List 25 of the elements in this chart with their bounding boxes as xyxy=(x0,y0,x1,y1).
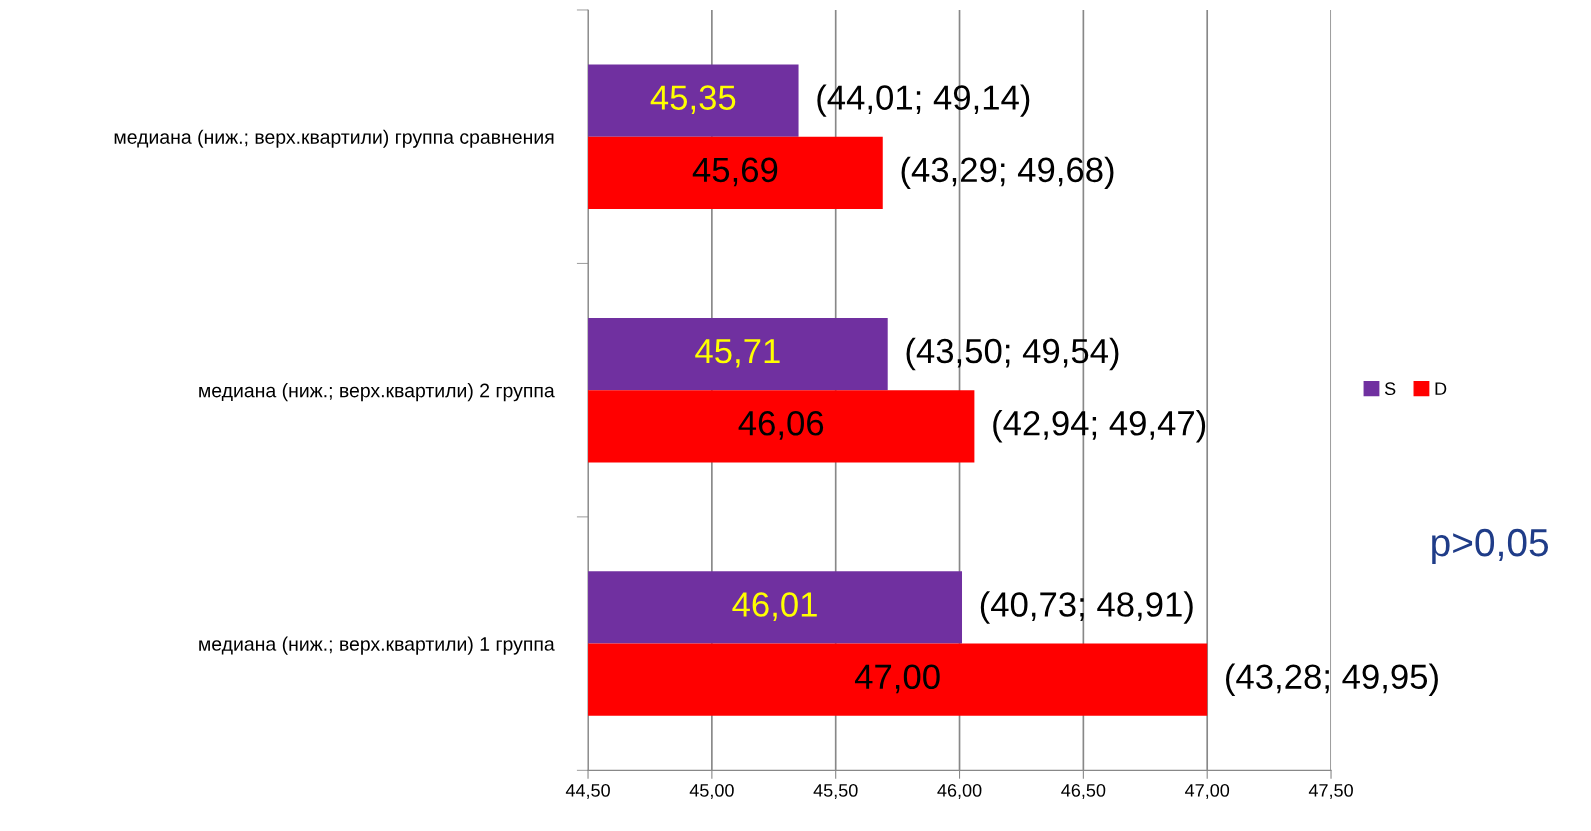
data-label: 45,71 xyxy=(695,339,780,368)
annotation: (43,29; 49,68) xyxy=(901,156,1114,189)
annotation: (42,94; 49,47) xyxy=(993,410,1206,443)
annotation: (43,50; 49,54) xyxy=(906,337,1119,371)
x-tick-label: 47,00 xyxy=(1185,784,1230,799)
text: p>0,05 xyxy=(1432,528,1549,565)
annotation: (40,73; 48,91) xyxy=(980,591,1193,624)
x-tick-label: 46,50 xyxy=(1061,784,1106,799)
x-tick-label: 47,50 xyxy=(1308,784,1353,799)
data-label: 46,06 xyxy=(738,411,824,440)
x-tick-label: 45,00 xyxy=(689,784,734,799)
x-tick-label: 44,50 xyxy=(565,784,610,799)
data-label: 47,00 xyxy=(854,664,940,694)
legend-label: S xyxy=(1384,382,1396,396)
annotation: (44,01; 49,14) xyxy=(817,84,1030,117)
annotation: (43,28; 49,95) xyxy=(1226,663,1438,696)
data-label: 45,35 xyxy=(650,85,736,114)
legend-label: D xyxy=(1435,382,1447,395)
x-tick-label: 46,00 xyxy=(937,784,982,799)
y-tick-label: медиана (ниж.; верх.квартили) 1 группа xyxy=(199,636,555,655)
x-tick-label: 45,50 xyxy=(813,784,858,799)
y-tick-label: медиана (ниж.; верх.квартили) 2 группа xyxy=(199,383,555,402)
y-tick-label: медиана (ниж.; верх.квартили) группа сравнения xyxy=(114,129,554,148)
data-label: 46,01 xyxy=(732,592,817,621)
data-label: 45,69 xyxy=(692,157,778,187)
